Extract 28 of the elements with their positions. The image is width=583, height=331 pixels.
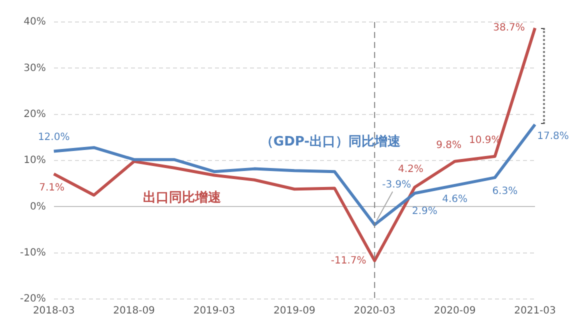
data-label: 17.8% bbox=[537, 131, 569, 142]
y-tick-label: -20% bbox=[20, 294, 46, 305]
x-tick-label: 2019-09 bbox=[274, 306, 316, 317]
data-label: 10.9% bbox=[469, 134, 501, 146]
data-label: 6.3% bbox=[492, 186, 518, 198]
x-tick-label: 2021-03 bbox=[514, 306, 556, 317]
y-tick-label: -10% bbox=[20, 247, 46, 258]
data-label: 12.0% bbox=[38, 132, 70, 143]
x-tick-label: 2018-09 bbox=[113, 306, 155, 317]
y-tick-label: 0% bbox=[30, 201, 46, 212]
x-tick-label: 2020-03 bbox=[354, 306, 396, 317]
data-label: 4.2% bbox=[398, 164, 424, 175]
y-tick-label: 30% bbox=[24, 62, 46, 74]
data-label: 2.9% bbox=[412, 206, 438, 217]
x-tick-label: 2019-03 bbox=[193, 306, 236, 317]
series-label: （GDP-出口）同比增速 bbox=[260, 134, 402, 150]
data-label: 9.8% bbox=[436, 140, 462, 152]
series-label: 出口同比增速 bbox=[143, 190, 222, 206]
y-tick-label: 10% bbox=[24, 155, 46, 166]
x-tick-label: 2018-03 bbox=[32, 306, 75, 317]
x-tick-label: 2020-09 bbox=[434, 306, 476, 317]
y-tick-label: 20% bbox=[24, 108, 46, 120]
data-label: 7.1% bbox=[39, 182, 65, 194]
data-label: -11.7% bbox=[330, 255, 366, 266]
data-label: 4.6% bbox=[442, 194, 468, 206]
y-tick-label: 40% bbox=[24, 16, 46, 28]
data-label: -3.9% bbox=[382, 179, 412, 190]
data-label: 38.7% bbox=[493, 22, 525, 34]
